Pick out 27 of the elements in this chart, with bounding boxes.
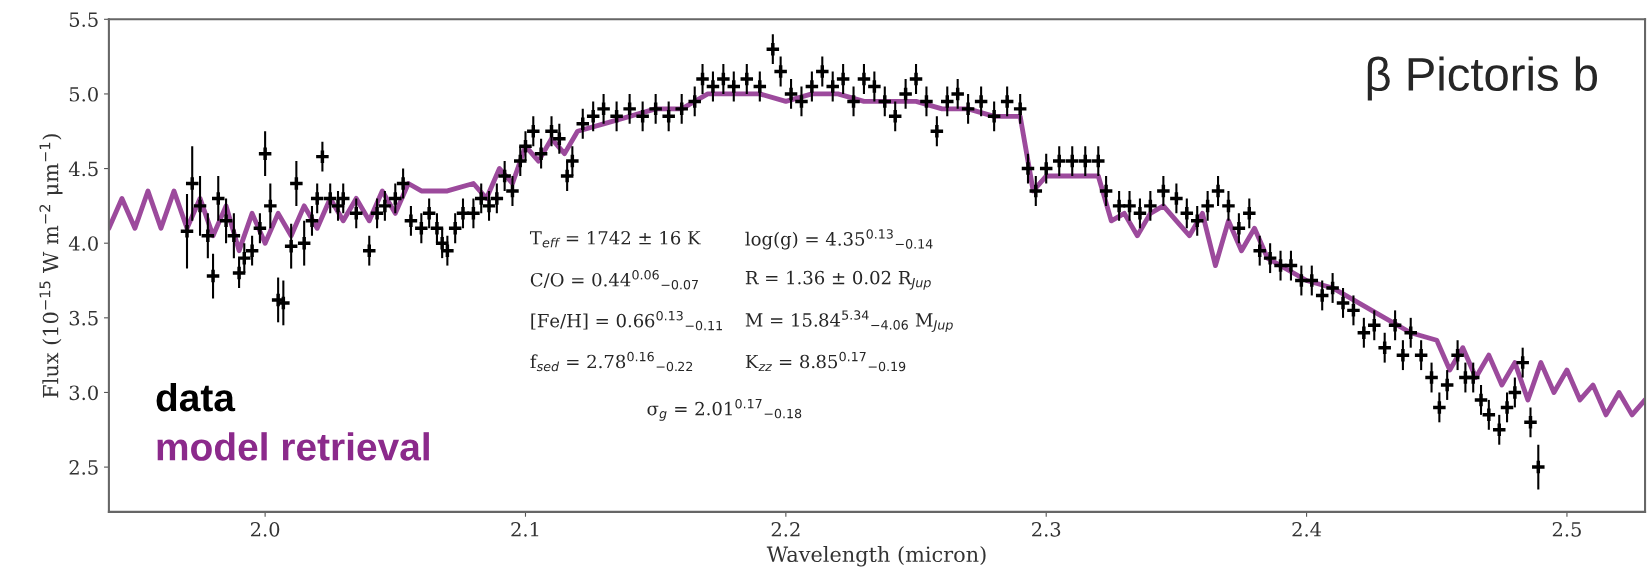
annotation: T$_{eff}$ = 1742 ± 16 K bbox=[529, 230, 701, 248]
y-axis-title: Flux (10$^{−15}$ W m$^{−2}$ μm$^{−1}$) bbox=[39, 134, 63, 398]
x-tick-label: 2.3 bbox=[1032, 521, 1061, 537]
x-tick-label: 2.0 bbox=[250, 521, 280, 537]
y-tick-label: 5.0 bbox=[69, 86, 98, 102]
annotation: M = 15.84$^{5.34}$$_{−4.06}$ M$_{Jup}$ bbox=[745, 310, 953, 333]
x-axis-title: Wavelength (micron) bbox=[766, 545, 986, 567]
y-tick-label: 3.5 bbox=[69, 310, 98, 326]
x-tick-label: 2.1 bbox=[511, 521, 539, 537]
x-tick-label: 2.4 bbox=[1292, 521, 1322, 537]
y-tick-label: 5.5 bbox=[69, 12, 98, 27]
x-tick-label: 2.2 bbox=[771, 521, 800, 537]
annotation: σ$_{g}$ = 2.01$^{0.17}$$_{−0.18}$ bbox=[647, 398, 802, 421]
y-tick-label: 3.0 bbox=[69, 385, 98, 401]
annotation: C/O = 0.44$^{0.06}$$_{−0.07}$ bbox=[530, 270, 698, 290]
y-tick-label: 4.5 bbox=[68, 161, 98, 177]
x-tick-label: 2.5 bbox=[1552, 521, 1581, 537]
annotation: [Fe/H] = 0.66$^{0.13}$$_{−0.11}$ bbox=[531, 310, 722, 331]
annotation: R = 1.36 ± 0.02 R$_{Jup}$ bbox=[745, 270, 931, 290]
annotation: f$_{sed}$ = 2.78$^{0.16}$$_{−0.22}$ bbox=[530, 351, 693, 372]
text: model retrieval bbox=[157, 432, 429, 461]
text: data bbox=[156, 382, 236, 412]
annotation: K$_{zz}$ = 8.85$^{0.17}$$_{−0.19}$ bbox=[745, 351, 906, 372]
text: β Pictoris b bbox=[1367, 56, 1597, 101]
y-tick-label: 4.0 bbox=[68, 236, 98, 251]
annotation: log(g) = 4.35$^{0.13}$$_{−0.14}$ bbox=[745, 229, 933, 250]
y-tick-label: 2.5 bbox=[69, 460, 98, 475]
